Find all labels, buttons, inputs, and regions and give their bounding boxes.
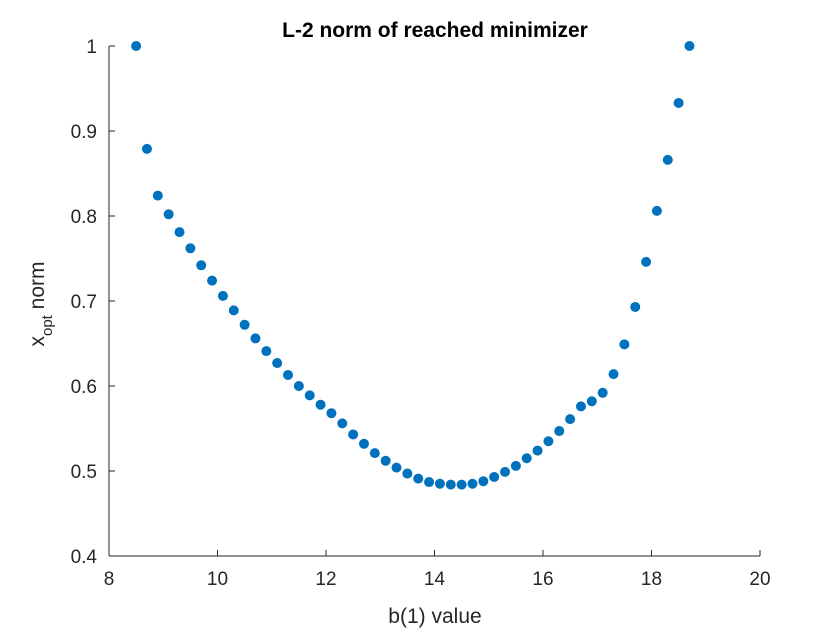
y-axis-ticks: 0.4 0.5 0.6 0.7 0.8 0.9 1 [71,37,115,568]
data-point [510,460,521,471]
data-point [532,445,543,456]
x-tick-label: 12 [315,569,336,590]
y-axis-label-subscript: opt [39,314,56,336]
y-axis-label-main: x [26,336,49,347]
y-tick-label: 1 [86,37,97,58]
data-point [348,429,359,440]
data-point [521,453,532,464]
data-point [641,256,652,267]
data-point [489,471,500,482]
data-point [651,205,662,216]
data-point [207,275,218,286]
data-point [293,381,304,391]
data-point [478,476,489,487]
data-point [239,319,250,330]
data-point [434,478,445,489]
data-point [543,436,554,447]
data-point [575,401,586,412]
y-axis-label: xopt norm [26,261,56,346]
data-point [163,209,174,220]
data-point [630,301,641,312]
data-point [131,41,142,51]
data-point [619,339,630,350]
data-point [391,462,402,473]
data-point [261,346,272,357]
data-point [445,479,456,490]
data-point [586,396,597,407]
data-point [673,97,684,108]
data-point [326,408,337,419]
y-tick-label: 0.9 [71,122,97,143]
data-point [337,418,348,429]
data-point [456,479,467,490]
data-point [380,455,391,466]
data-point [217,290,228,301]
data-point [369,448,380,459]
data-point [597,387,608,398]
data-point [662,154,673,165]
y-tick-label: 0.5 [71,462,97,483]
x-tick-label: 8 [104,569,115,590]
data-point [250,333,261,344]
y-tick-label: 0.8 [71,207,97,228]
x-tick-label: 16 [532,569,553,590]
data-point [358,438,369,449]
data-point [185,243,196,254]
data-point [402,468,413,479]
data-point [467,478,478,489]
x-axis-label: b(1) value [388,605,481,628]
data-point [684,41,695,51]
data-point [413,473,424,484]
x-tick-label: 10 [207,569,228,590]
data-point [608,369,619,380]
y-axis-label-suffix: norm [26,261,49,315]
y-tick-label: 0.7 [71,292,97,313]
data-point [272,358,283,369]
x-tick-label: 14 [424,569,446,590]
data-point [304,390,315,401]
data-point [554,426,565,437]
x-tick-label: 20 [749,569,770,590]
data-point [174,227,185,238]
y-tick-label: 0.4 [71,547,98,568]
data-point [228,305,239,316]
data-point [283,369,294,380]
data-point [565,414,576,425]
x-axis-ticks: 8 10 12 14 16 18 20 [104,550,771,590]
data-point [196,260,207,271]
x-tick-label: 18 [641,569,662,590]
data-points [131,41,695,490]
data-point [424,477,435,488]
data-point [152,190,163,201]
chart-title: L-2 norm of reached minimizer [282,19,588,42]
data-point [500,466,511,477]
y-tick-label: 0.6 [71,377,97,398]
data-point [315,399,326,410]
data-point [141,143,152,154]
